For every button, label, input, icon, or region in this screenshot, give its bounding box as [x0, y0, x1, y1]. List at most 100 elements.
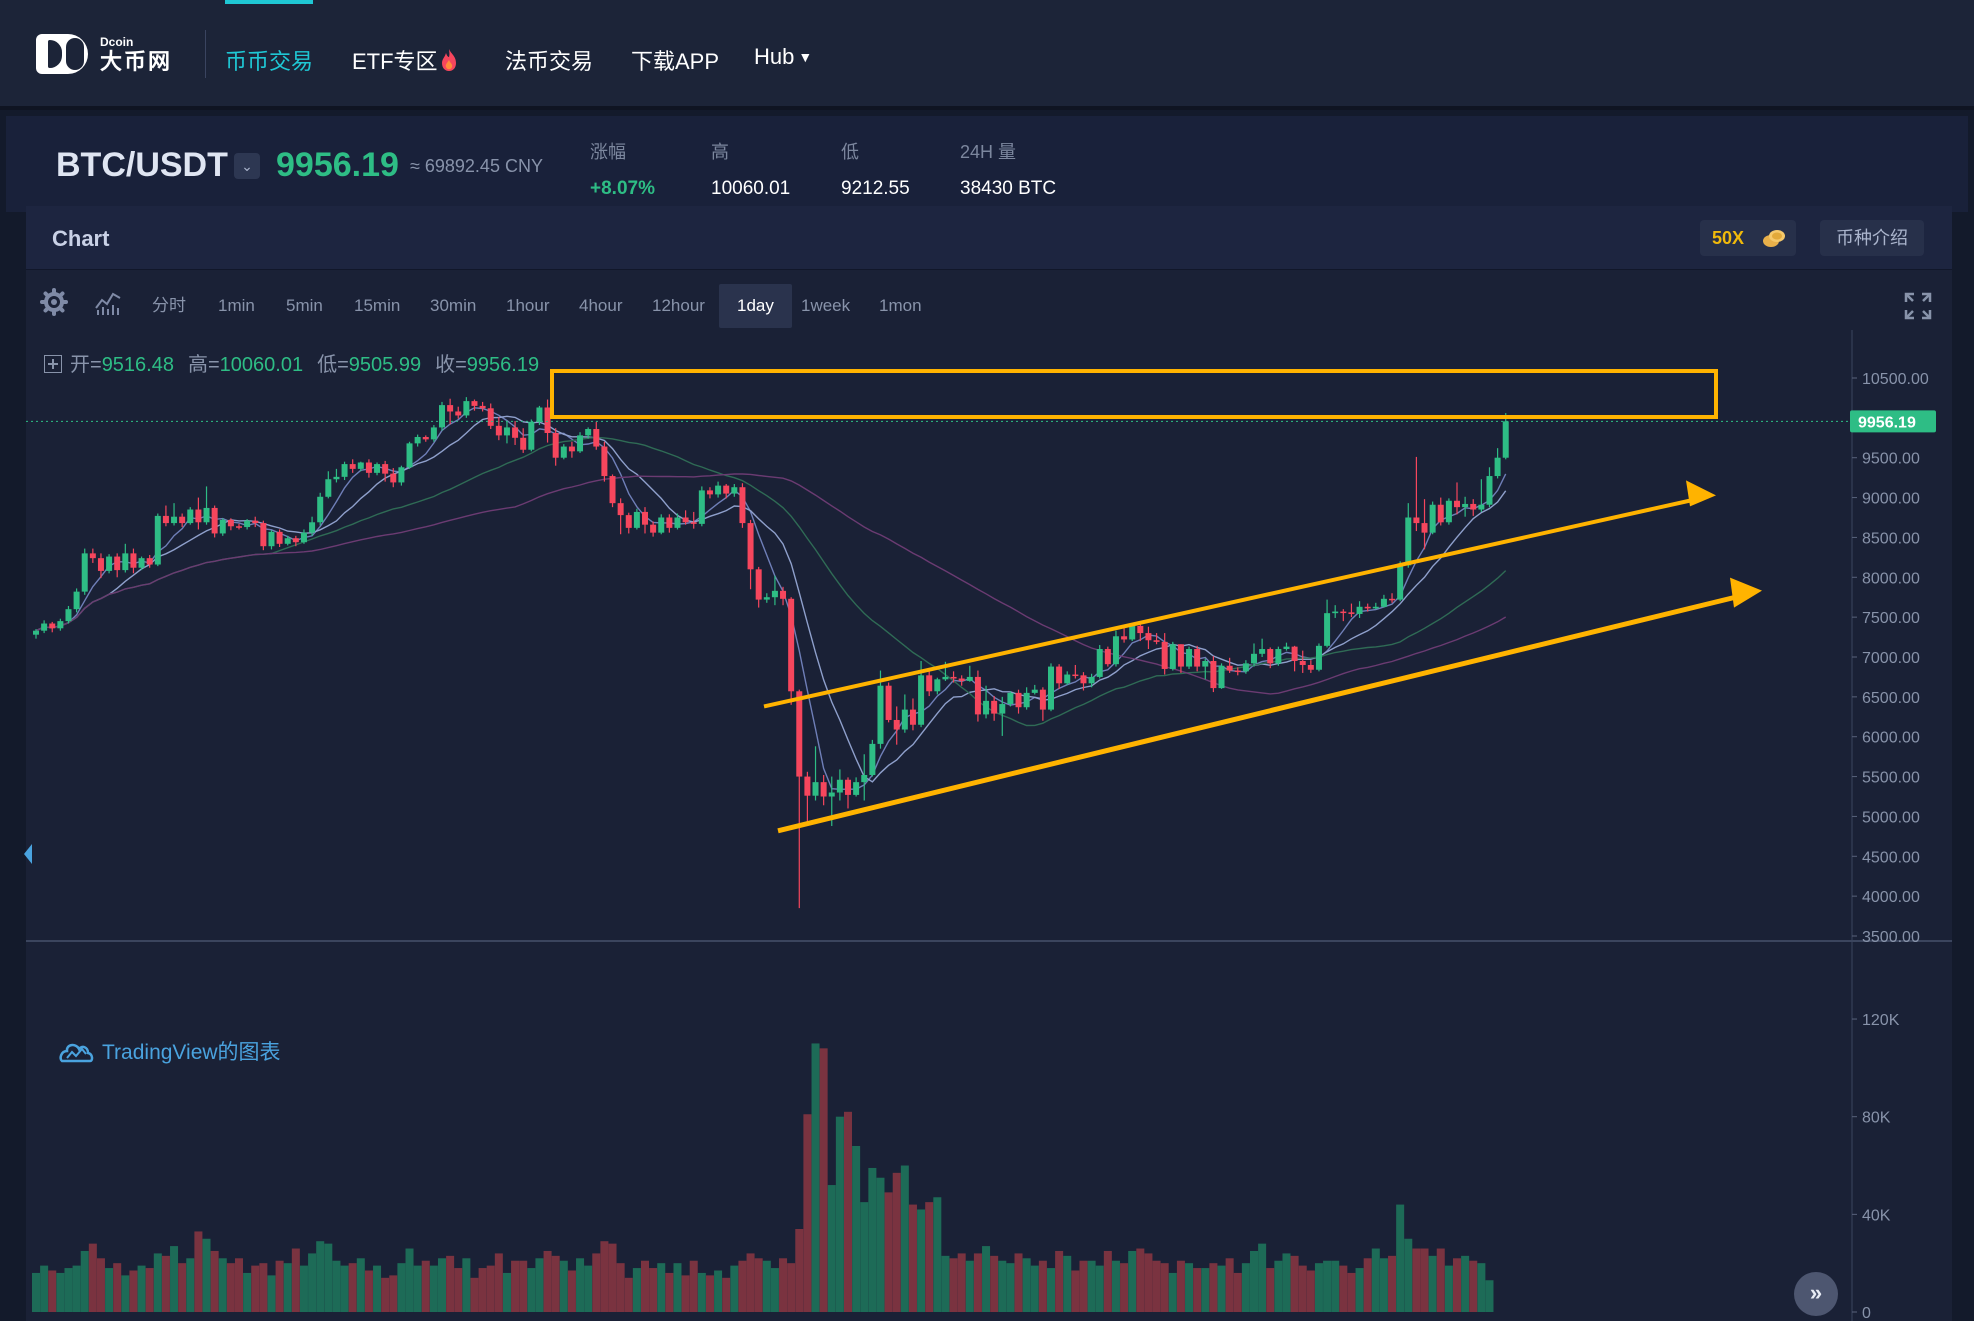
- volume-bar: [1233, 1272, 1242, 1312]
- volume-bar: [1379, 1258, 1388, 1312]
- timeframe-1day[interactable]: 1day: [719, 284, 792, 328]
- volume-bar: [779, 1258, 788, 1312]
- volume-bar: [1160, 1263, 1169, 1312]
- candle-body: [512, 427, 519, 438]
- candle-body: [1137, 625, 1144, 634]
- candle-body: [1015, 692, 1022, 708]
- candle-body: [731, 487, 738, 494]
- candle-body: [861, 774, 868, 783]
- chart-panel-header: Chart 50X 币种介绍: [26, 206, 1952, 270]
- timeframe-4hour[interactable]: 4hour: [579, 296, 623, 315]
- volume-bar: [494, 1253, 503, 1312]
- price-axis-label: 8000.00: [1862, 570, 1920, 587]
- volume-bar: [1006, 1263, 1015, 1312]
- pair-dropdown-icon[interactable]: ⌄: [234, 153, 260, 179]
- chart-area[interactable]: 10500.0010000.009500.009000.008500.00800…: [24, 330, 1952, 1321]
- candle-body: [1023, 692, 1030, 708]
- nav-item-etf-label: ETF专区: [352, 49, 438, 74]
- candle-body: [658, 517, 665, 533]
- ma10-line: [35, 415, 1507, 783]
- timeframe-1week[interactable]: 1week: [801, 296, 851, 315]
- candle-body: [585, 429, 592, 436]
- volume-bar: [413, 1265, 422, 1312]
- nav-item-etf[interactable]: ETF专区: [352, 44, 458, 76]
- volume-bar: [153, 1253, 162, 1312]
- panel-handle-icon[interactable]: [24, 844, 32, 864]
- volume-bar: [673, 1263, 682, 1312]
- price-axis-label: 4500.00: [1862, 849, 1920, 866]
- nav-item-otc[interactable]: 法币交易: [505, 49, 594, 74]
- volume-bar: [186, 1258, 195, 1312]
- stat-change-label: 涨幅: [590, 142, 626, 162]
- timeframe-30min[interactable]: 30min: [430, 296, 477, 315]
- volume-bar: [681, 1275, 690, 1312]
- candle-body: [1145, 633, 1152, 641]
- timeframe-1mon[interactable]: 1mon: [879, 296, 922, 315]
- stat-low-value: 9212.55: [841, 178, 910, 199]
- volume-bar: [1193, 1268, 1202, 1312]
- volume-bar: [1477, 1263, 1486, 1312]
- indicators-icon[interactable]: [94, 288, 122, 316]
- volume-bar: [1282, 1253, 1291, 1312]
- volume-bar: [129, 1270, 138, 1312]
- candle-body: [1291, 646, 1298, 661]
- volume-bar: [608, 1243, 617, 1312]
- nav-item-spot-trading[interactable]: 币币交易: [225, 49, 314, 74]
- candle-body: [33, 630, 39, 635]
- timeframe-1min[interactable]: 1min: [218, 296, 255, 315]
- candle-body: [333, 476, 340, 480]
- volume-bar: [1063, 1255, 1072, 1312]
- fullscreen-icon[interactable]: [1902, 290, 1934, 322]
- timeframe-1hour[interactable]: 1hour: [506, 296, 550, 315]
- candlestick-chart[interactable]: 10500.0010000.009500.009000.008500.00800…: [26, 330, 1952, 1321]
- volume-bar: [1290, 1255, 1299, 1312]
- candle-body: [1056, 666, 1063, 684]
- candle-body: [1275, 649, 1282, 664]
- volume-bar: [462, 1258, 471, 1312]
- leverage-button[interactable]: 50X: [1700, 220, 1796, 256]
- candle-body: [203, 507, 210, 523]
- channel-upper-line: [763, 496, 1701, 709]
- volume-bar: [1209, 1263, 1218, 1312]
- candle-body: [1494, 457, 1501, 477]
- volume-bar: [1428, 1255, 1437, 1312]
- pair-name[interactable]: BTC/USDT: [56, 146, 228, 184]
- gear-icon[interactable]: [40, 288, 68, 316]
- candle-body: [1380, 598, 1387, 607]
- candle-body: [698, 490, 705, 524]
- nav-item-download-app[interactable]: 下载APP: [631, 49, 720, 74]
- candle-body: [1283, 646, 1290, 650]
- candle-body: [820, 782, 827, 797]
- volume-bar: [170, 1246, 179, 1312]
- price-axis-label: 5000.00: [1862, 809, 1920, 826]
- logo[interactable]: Dcoin 大币网: [36, 34, 172, 74]
- volume-bar: [1363, 1258, 1372, 1312]
- volume-bar: [1266, 1268, 1275, 1312]
- stat-volume: 24H 量 38430 BTC: [960, 138, 1056, 200]
- tradingview-brand[interactable]: TradingView的图表: [58, 1036, 281, 1066]
- timeframe-5min[interactable]: 5min: [286, 296, 323, 315]
- ohlc-toggle-icon[interactable]: [44, 355, 62, 373]
- candle-body: [715, 485, 722, 495]
- timeframe-12hour[interactable]: 12hour: [652, 296, 705, 315]
- candle-body: [495, 425, 502, 436]
- candle-body: [1177, 644, 1184, 667]
- volume-bar: [1347, 1272, 1356, 1312]
- volume-bar: [40, 1265, 49, 1312]
- ohlc-close-value: 9956.19: [466, 354, 540, 376]
- volume-axis-label: 0: [1862, 1305, 1871, 1321]
- timeframe-分时[interactable]: 分时: [152, 296, 186, 315]
- volume-bar: [1144, 1253, 1153, 1312]
- volume-bar: [511, 1260, 520, 1312]
- ohlc-high-value: 10060.01: [219, 354, 304, 376]
- candle-body: [560, 446, 567, 458]
- timeframe-15min[interactable]: 15min: [354, 296, 401, 315]
- scroll-to-latest-button[interactable]: »: [1794, 1272, 1838, 1316]
- coin-intro-button[interactable]: 币种介绍: [1820, 220, 1924, 256]
- candle-body: [536, 407, 543, 422]
- volume-bar: [1331, 1260, 1340, 1312]
- candle-body: [520, 437, 527, 450]
- nav-item-hub[interactable]: Hub ▼: [754, 44, 812, 70]
- candle-body: [674, 517, 681, 528]
- volume-bar: [722, 1277, 731, 1312]
